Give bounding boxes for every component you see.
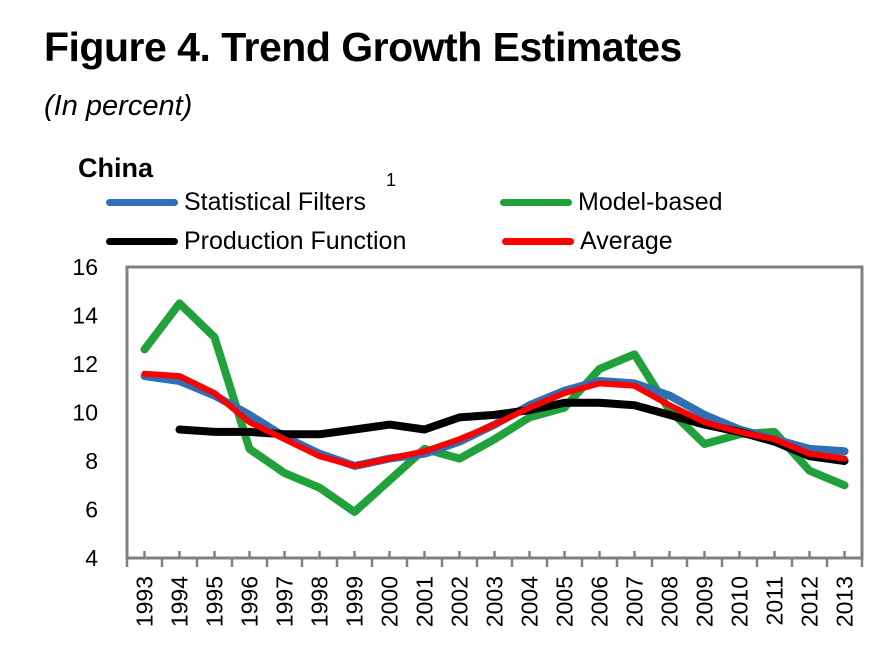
figure-subtitle: (In percent)	[44, 90, 193, 122]
figure-title: Figure 4. Trend Growth Estimates	[44, 24, 682, 70]
x-tick-label: 2005	[552, 576, 578, 627]
chart-title: China	[78, 153, 154, 183]
x-tick-label: 2001	[412, 576, 438, 627]
legend-swatch-statistical-filters	[106, 199, 178, 206]
x-tick-label: 1997	[272, 576, 298, 627]
x-tick-label: 2000	[377, 576, 403, 627]
axes: 4 6 8 10 12 14 16 1993 1994 1995 1996 1997 1998 1999 2…	[72, 254, 864, 627]
legend-label-production-function: Production Function	[184, 227, 407, 255]
series-lines	[140, 299, 849, 516]
legend-label-average: Average	[580, 227, 673, 255]
x-tick-label: 2011	[762, 576, 788, 625]
y-tick-label: 4	[85, 545, 98, 571]
y-tick-label: 6	[85, 497, 98, 523]
x-tick-label: 2010	[727, 576, 753, 627]
x-tick-label: 2006	[587, 576, 613, 627]
legend-swatch-production-function	[106, 238, 178, 245]
legend-item-production-function: Production Function	[106, 227, 406, 256]
x-tick-label: 1999	[342, 576, 368, 627]
legend-item-model-based: Model-based	[500, 188, 723, 217]
x-tick-label: 1998	[307, 576, 333, 627]
legend-swatch-average	[502, 238, 574, 245]
y-tick-label: 8	[85, 448, 98, 474]
legend-label-model-based: Model-based	[578, 188, 723, 216]
legend-item-average: Average	[502, 227, 673, 256]
x-tick-label: 2008	[657, 576, 683, 627]
series-line-model-based	[140, 299, 849, 516]
legend-footnote-marker: 1	[386, 170, 397, 190]
x-tick-label: 1995	[202, 576, 228, 627]
y-tick-label: 10	[72, 400, 98, 426]
legend-swatch-model-based	[500, 199, 572, 206]
legend-item-statistical-filters: Statistical Filters	[106, 188, 366, 217]
x-tick-label: 2004	[517, 576, 543, 627]
legend-label-statistical-filters: Statistical Filters	[184, 188, 366, 216]
x-tick-label: 2003	[482, 576, 508, 627]
y-tick-label: 14	[72, 303, 98, 329]
x-tick-label: 2007	[622, 576, 648, 627]
x-tick-label: 2002	[447, 576, 473, 627]
y-tick-label: 16	[72, 254, 98, 280]
x-tick-label: 2009	[692, 576, 718, 627]
x-tick-label: 2012	[797, 576, 823, 627]
y-tick-label: 12	[72, 351, 98, 377]
x-tick-label: 1996	[237, 576, 263, 627]
x-tick-label: 1993	[132, 576, 158, 627]
series-line-average	[141, 370, 848, 469]
x-tick-label: 1994	[167, 576, 193, 627]
x-tick-label: 2013	[832, 576, 858, 627]
